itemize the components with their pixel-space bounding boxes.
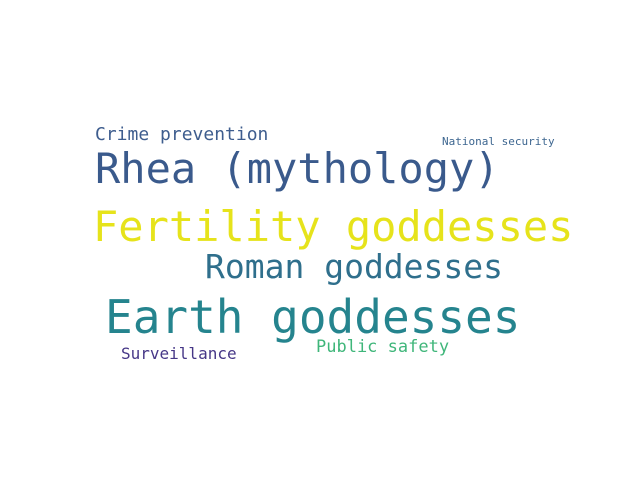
word-public-safety: Public safety xyxy=(316,337,450,357)
word-crime-prevention: Crime prevention xyxy=(95,124,269,145)
word-roman-goddesses: Roman goddesses xyxy=(205,247,504,286)
word-rhea-mythology: Rhea (mythology) xyxy=(95,144,500,193)
word-national-security: National security xyxy=(442,135,555,148)
word-fertility-goddesses: Fertility goddesses xyxy=(93,202,574,251)
word-earth-goddesses: Earth goddesses xyxy=(105,290,521,344)
word-surveillance: Surveillance xyxy=(121,344,237,363)
